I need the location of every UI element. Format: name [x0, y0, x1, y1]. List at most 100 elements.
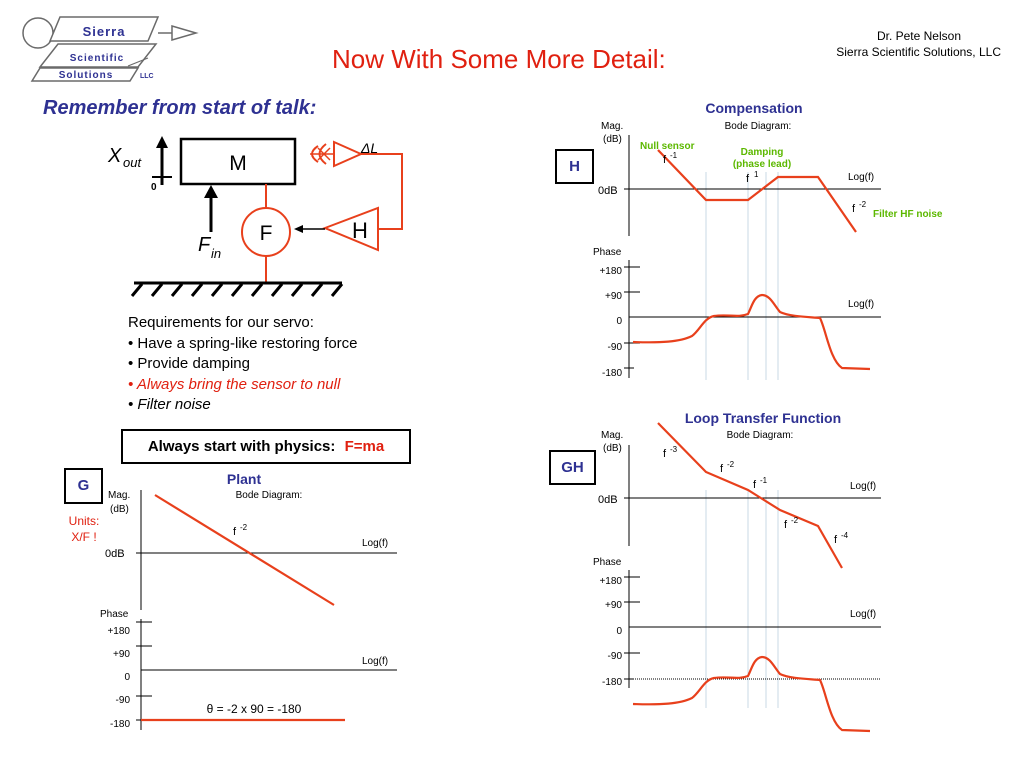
plant-bode-diagram: Plant Bode Diagram: Mag. (dB) 0dB Log(f)… — [69, 471, 397, 730]
ground-hatch-mark — [150, 283, 164, 297]
loop-transfer-bode-diagram: Loop Transfer Function Bode Diagram: Mag… — [593, 410, 881, 733]
loop-slope-3-f: f — [753, 479, 757, 491]
requirement-item: • Always bring the sensor to null — [128, 375, 341, 393]
requirement-item: • Provide damping — [128, 355, 250, 372]
loop-tick-p90: +90 — [605, 600, 622, 611]
comp-logf-mag: Log(f) — [848, 172, 874, 183]
loop-mag-label: Mag. — [601, 430, 623, 441]
plant-zero-db: 0dB — [105, 548, 125, 560]
loop-magnitude-curve — [657, 422, 843, 569]
compensation-h-tag: H — [555, 149, 594, 184]
units-xf-label: X/F ! — [71, 530, 96, 544]
compensation-magnitude-curve — [657, 149, 857, 233]
plant-bode-caption: Bode Diagram: — [236, 490, 303, 501]
logo-word-scientific: Scientific — [70, 53, 124, 64]
x-out-subscript: out — [123, 155, 142, 170]
physics-box-label: Always start with physics: — [147, 438, 336, 455]
plant-logf-mag: Log(f) — [362, 538, 388, 549]
loop-tick-m90: -90 — [608, 651, 623, 662]
loop-gh-tag: GH — [549, 450, 596, 485]
ground-hatch-mark — [170, 283, 184, 297]
loop-logf-phase: Log(f) — [850, 609, 876, 620]
loop-slope-2-f: f — [720, 463, 724, 475]
logo-llc: LLC — [140, 73, 154, 80]
ground-hatch-mark — [270, 283, 284, 297]
ground-hatch-mark — [230, 283, 244, 297]
loop-tick-0: 0 — [616, 626, 622, 637]
company-logo: Sierra Scientific Solutions LLC — [22, 16, 199, 82]
plant-slope-exp: -2 — [240, 523, 248, 532]
feedback-h-label: H — [352, 218, 368, 243]
loop-slope-2-exp: -2 — [727, 460, 735, 469]
plant-tick-m90: -90 — [116, 695, 131, 706]
servo-physical-diagram: M F H X out 0 F in ΔL — [107, 136, 403, 297]
loop-bode-caption: Bode Diagram: — [727, 430, 794, 441]
loop-slope-5-exp: -4 — [841, 531, 849, 540]
plant-g-tag-label: G — [77, 477, 90, 494]
loop-tick-p180: +180 — [599, 576, 622, 587]
comp-slope-1-exp: -1 — [670, 151, 678, 160]
logo-word-solutions: Solutions — [59, 70, 114, 81]
comp-logf-phase: Log(f) — [848, 299, 874, 310]
loop-slope-1-f: f — [663, 448, 667, 460]
loop-slope-4-f: f — [784, 519, 788, 531]
null-sensor-label: Null sensor — [640, 141, 695, 152]
comp-slope-2-exp: 1 — [754, 170, 759, 179]
requirements-list: Requirements for our servo: • Have a spr… — [128, 313, 358, 416]
plant-tick-0: 0 — [124, 672, 130, 683]
mass-label: M — [229, 152, 247, 175]
loop-zero-db: 0dB — [598, 494, 618, 506]
delta-l-label: ΔL — [360, 140, 378, 156]
plant-magnitude-curve — [154, 494, 335, 606]
slide-title: Now With Some More Detail: — [332, 44, 666, 74]
comp-slope-2-f: f — [746, 173, 750, 185]
compensation-phase-curve — [632, 293, 871, 371]
comp-phase-label: Phase — [593, 247, 622, 258]
phase-lead-label: (phase lead) — [733, 159, 791, 170]
physics-box-formula: F=ma — [344, 438, 385, 455]
plant-title: Plant — [227, 471, 262, 487]
comp-tick-0: 0 — [616, 316, 622, 327]
loop-phase-label: Phase — [593, 557, 622, 568]
actuator-force-circle — [241, 207, 291, 257]
x-out-label: X — [107, 145, 122, 167]
f-in-label: F — [198, 234, 212, 256]
comp-tick-p90: +90 — [605, 291, 622, 302]
plant-mag-label: Mag. — [108, 490, 130, 501]
plant-phase-label: Phase — [100, 609, 129, 620]
loop-db-label: (dB) — [603, 443, 622, 454]
plant-tick-p90: +90 — [113, 649, 130, 660]
loop-gh-tag-label: GH — [561, 459, 584, 476]
comp-mag-label: Mag. — [601, 121, 623, 132]
ground-hatch-mark — [330, 283, 344, 297]
comp-tick-m180: -180 — [602, 368, 622, 379]
plant-g-tag: G — [64, 468, 103, 504]
filter-hf-label: Filter HF noise — [873, 209, 943, 220]
compensation-title: Compensation — [705, 100, 802, 116]
loop-slope-4-exp: -2 — [791, 516, 799, 525]
mass-block — [179, 137, 297, 186]
plant-db-label: (dB) — [110, 504, 129, 515]
plant-tick-p180: +180 — [107, 626, 130, 637]
comp-slope-3-f: f — [852, 203, 856, 215]
ground-hatch-mark — [130, 283, 144, 297]
loop-logf-mag: Log(f) — [850, 481, 876, 492]
logo-word-sierra: Sierra — [83, 24, 126, 39]
requirements-heading: Requirements for our servo: — [128, 314, 314, 331]
damping-label: Damping — [741, 147, 784, 158]
company-name: Sierra Scientific Solutions, LLC — [836, 45, 1001, 59]
loop-phase-curve — [632, 655, 871, 733]
left-subtitle: Remember from start of talk: — [43, 97, 317, 119]
ground-hatch-mark — [310, 283, 324, 297]
loop-tick-m180: -180 — [602, 677, 622, 688]
author-name: Dr. Pete Nelson — [876, 29, 961, 43]
ground-hatch-mark — [290, 283, 304, 297]
compensation-h-tag-label: H — [569, 158, 580, 175]
compensation-bode-diagram: Compensation Bode Diagram: Mag. (dB) 0dB… — [593, 100, 943, 380]
comp-tick-p180: +180 — [599, 266, 622, 277]
requirement-item: • Filter noise — [128, 396, 211, 413]
sensor-triangle — [333, 140, 364, 168]
loop-title: Loop Transfer Function — [685, 410, 841, 426]
comp-db-label: (dB) — [603, 134, 622, 145]
